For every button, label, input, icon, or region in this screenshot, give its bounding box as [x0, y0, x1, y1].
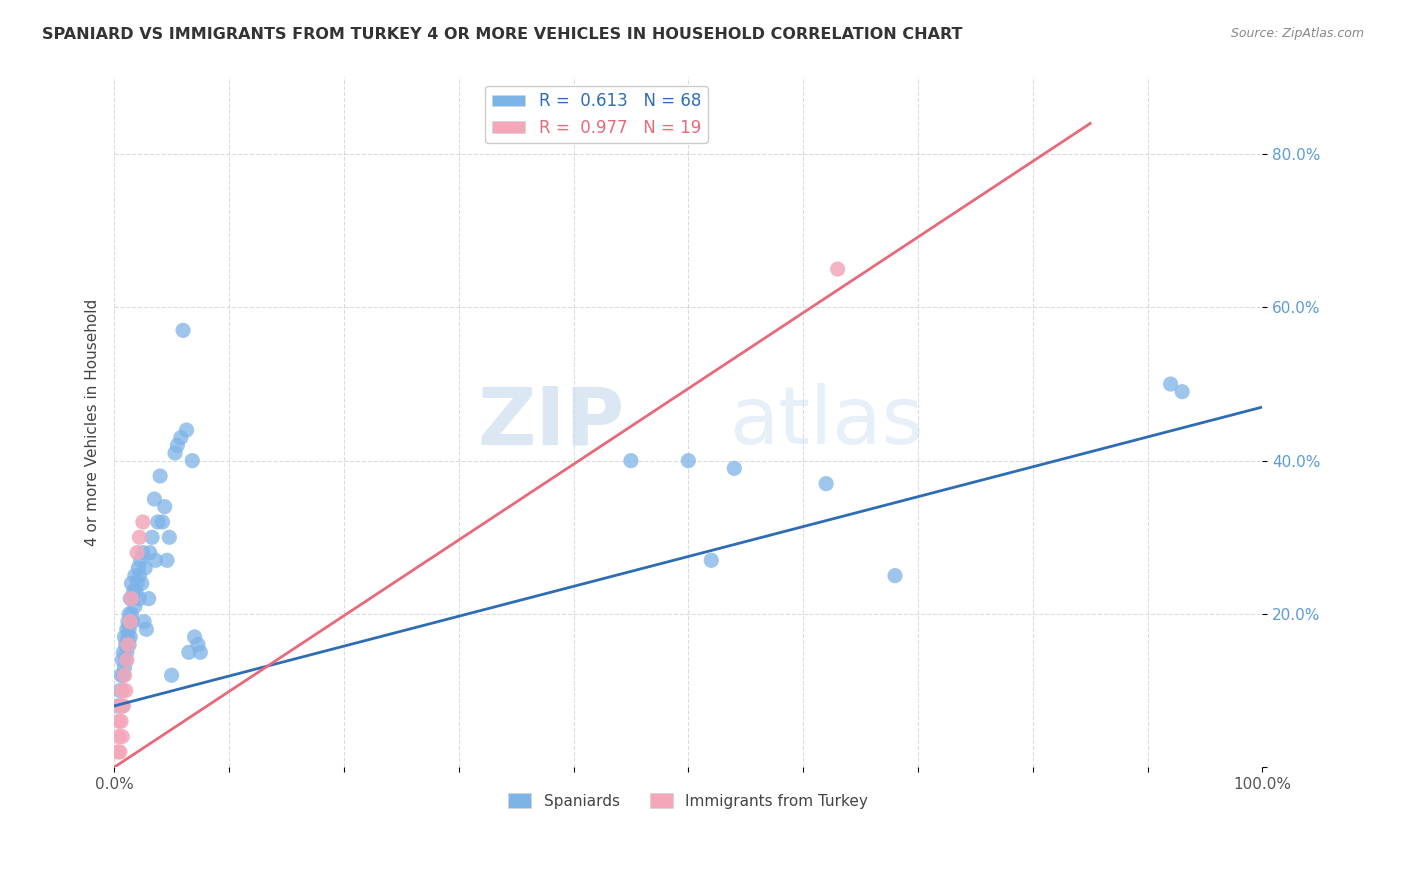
Point — [181, 453, 204, 467]
Point — [127, 576, 149, 591]
Point — [127, 546, 149, 560]
Point — [135, 622, 157, 636]
Point — [827, 262, 849, 277]
Point — [112, 668, 135, 682]
Point — [128, 591, 150, 606]
Point — [107, 698, 129, 713]
Point — [139, 546, 162, 560]
Point — [114, 683, 136, 698]
Point — [111, 653, 134, 667]
Point — [134, 561, 156, 575]
Point — [138, 591, 160, 606]
Point — [114, 630, 136, 644]
Text: atlas: atlas — [728, 384, 924, 461]
Point — [107, 745, 129, 759]
Point — [117, 630, 139, 644]
Point — [121, 615, 143, 629]
Point — [120, 591, 142, 606]
Point — [723, 461, 745, 475]
Point — [118, 638, 141, 652]
Point — [160, 668, 183, 682]
Point — [166, 438, 188, 452]
Y-axis label: 4 or more Vehicles in Household: 4 or more Vehicles in Household — [86, 299, 100, 546]
Point — [111, 683, 134, 698]
Point — [815, 476, 838, 491]
Point — [115, 622, 138, 636]
Point — [143, 491, 166, 506]
Point — [884, 568, 907, 582]
Point — [122, 584, 145, 599]
Point — [131, 576, 153, 591]
Point — [177, 645, 200, 659]
Point — [118, 622, 141, 636]
Point — [132, 515, 155, 529]
Point — [115, 653, 138, 667]
Point — [124, 599, 146, 614]
Point — [128, 568, 150, 582]
Point — [1171, 384, 1194, 399]
Point — [115, 645, 138, 659]
Point — [117, 638, 139, 652]
Point — [125, 584, 148, 599]
Point — [165, 446, 187, 460]
Point — [114, 638, 136, 652]
Point — [145, 553, 167, 567]
Point — [118, 607, 141, 621]
Point — [129, 553, 152, 567]
Point — [152, 515, 174, 529]
Point — [700, 553, 723, 567]
Point — [172, 323, 194, 337]
Point — [117, 615, 139, 629]
Point — [120, 607, 142, 621]
Point — [132, 546, 155, 560]
Point — [110, 714, 132, 729]
Point — [128, 530, 150, 544]
Point — [120, 615, 142, 629]
Point — [1160, 377, 1182, 392]
Point — [112, 645, 135, 659]
Point — [114, 660, 136, 674]
Legend: Spaniards, Immigrants from Turkey: Spaniards, Immigrants from Turkey — [502, 787, 875, 814]
Point — [149, 469, 172, 483]
Point — [112, 698, 135, 713]
Point — [132, 615, 155, 629]
Point — [107, 730, 129, 744]
Point — [176, 423, 198, 437]
Point — [120, 591, 142, 606]
Point — [187, 638, 209, 652]
Point — [620, 453, 643, 467]
Point — [111, 698, 134, 713]
Point — [146, 515, 169, 529]
Point — [127, 561, 149, 575]
Point — [107, 714, 129, 729]
Text: ZIP: ZIP — [477, 384, 624, 461]
Point — [108, 683, 131, 698]
Point — [120, 630, 142, 644]
Point — [678, 453, 700, 467]
Text: Source: ZipAtlas.com: Source: ZipAtlas.com — [1230, 27, 1364, 40]
Point — [141, 530, 163, 544]
Point — [170, 431, 193, 445]
Point — [183, 630, 205, 644]
Point — [156, 553, 179, 567]
Point — [121, 591, 143, 606]
Point — [108, 745, 131, 759]
Point — [188, 645, 211, 659]
Point — [120, 576, 142, 591]
Point — [114, 668, 136, 682]
Point — [110, 668, 132, 682]
Point — [124, 568, 146, 582]
Point — [108, 698, 131, 713]
Point — [111, 730, 134, 744]
Point — [114, 653, 136, 667]
Text: SPANIARD VS IMMIGRANTS FROM TURKEY 4 OR MORE VEHICLES IN HOUSEHOLD CORRELATION C: SPANIARD VS IMMIGRANTS FROM TURKEY 4 OR … — [42, 27, 963, 42]
Point — [153, 500, 176, 514]
Point — [157, 530, 180, 544]
